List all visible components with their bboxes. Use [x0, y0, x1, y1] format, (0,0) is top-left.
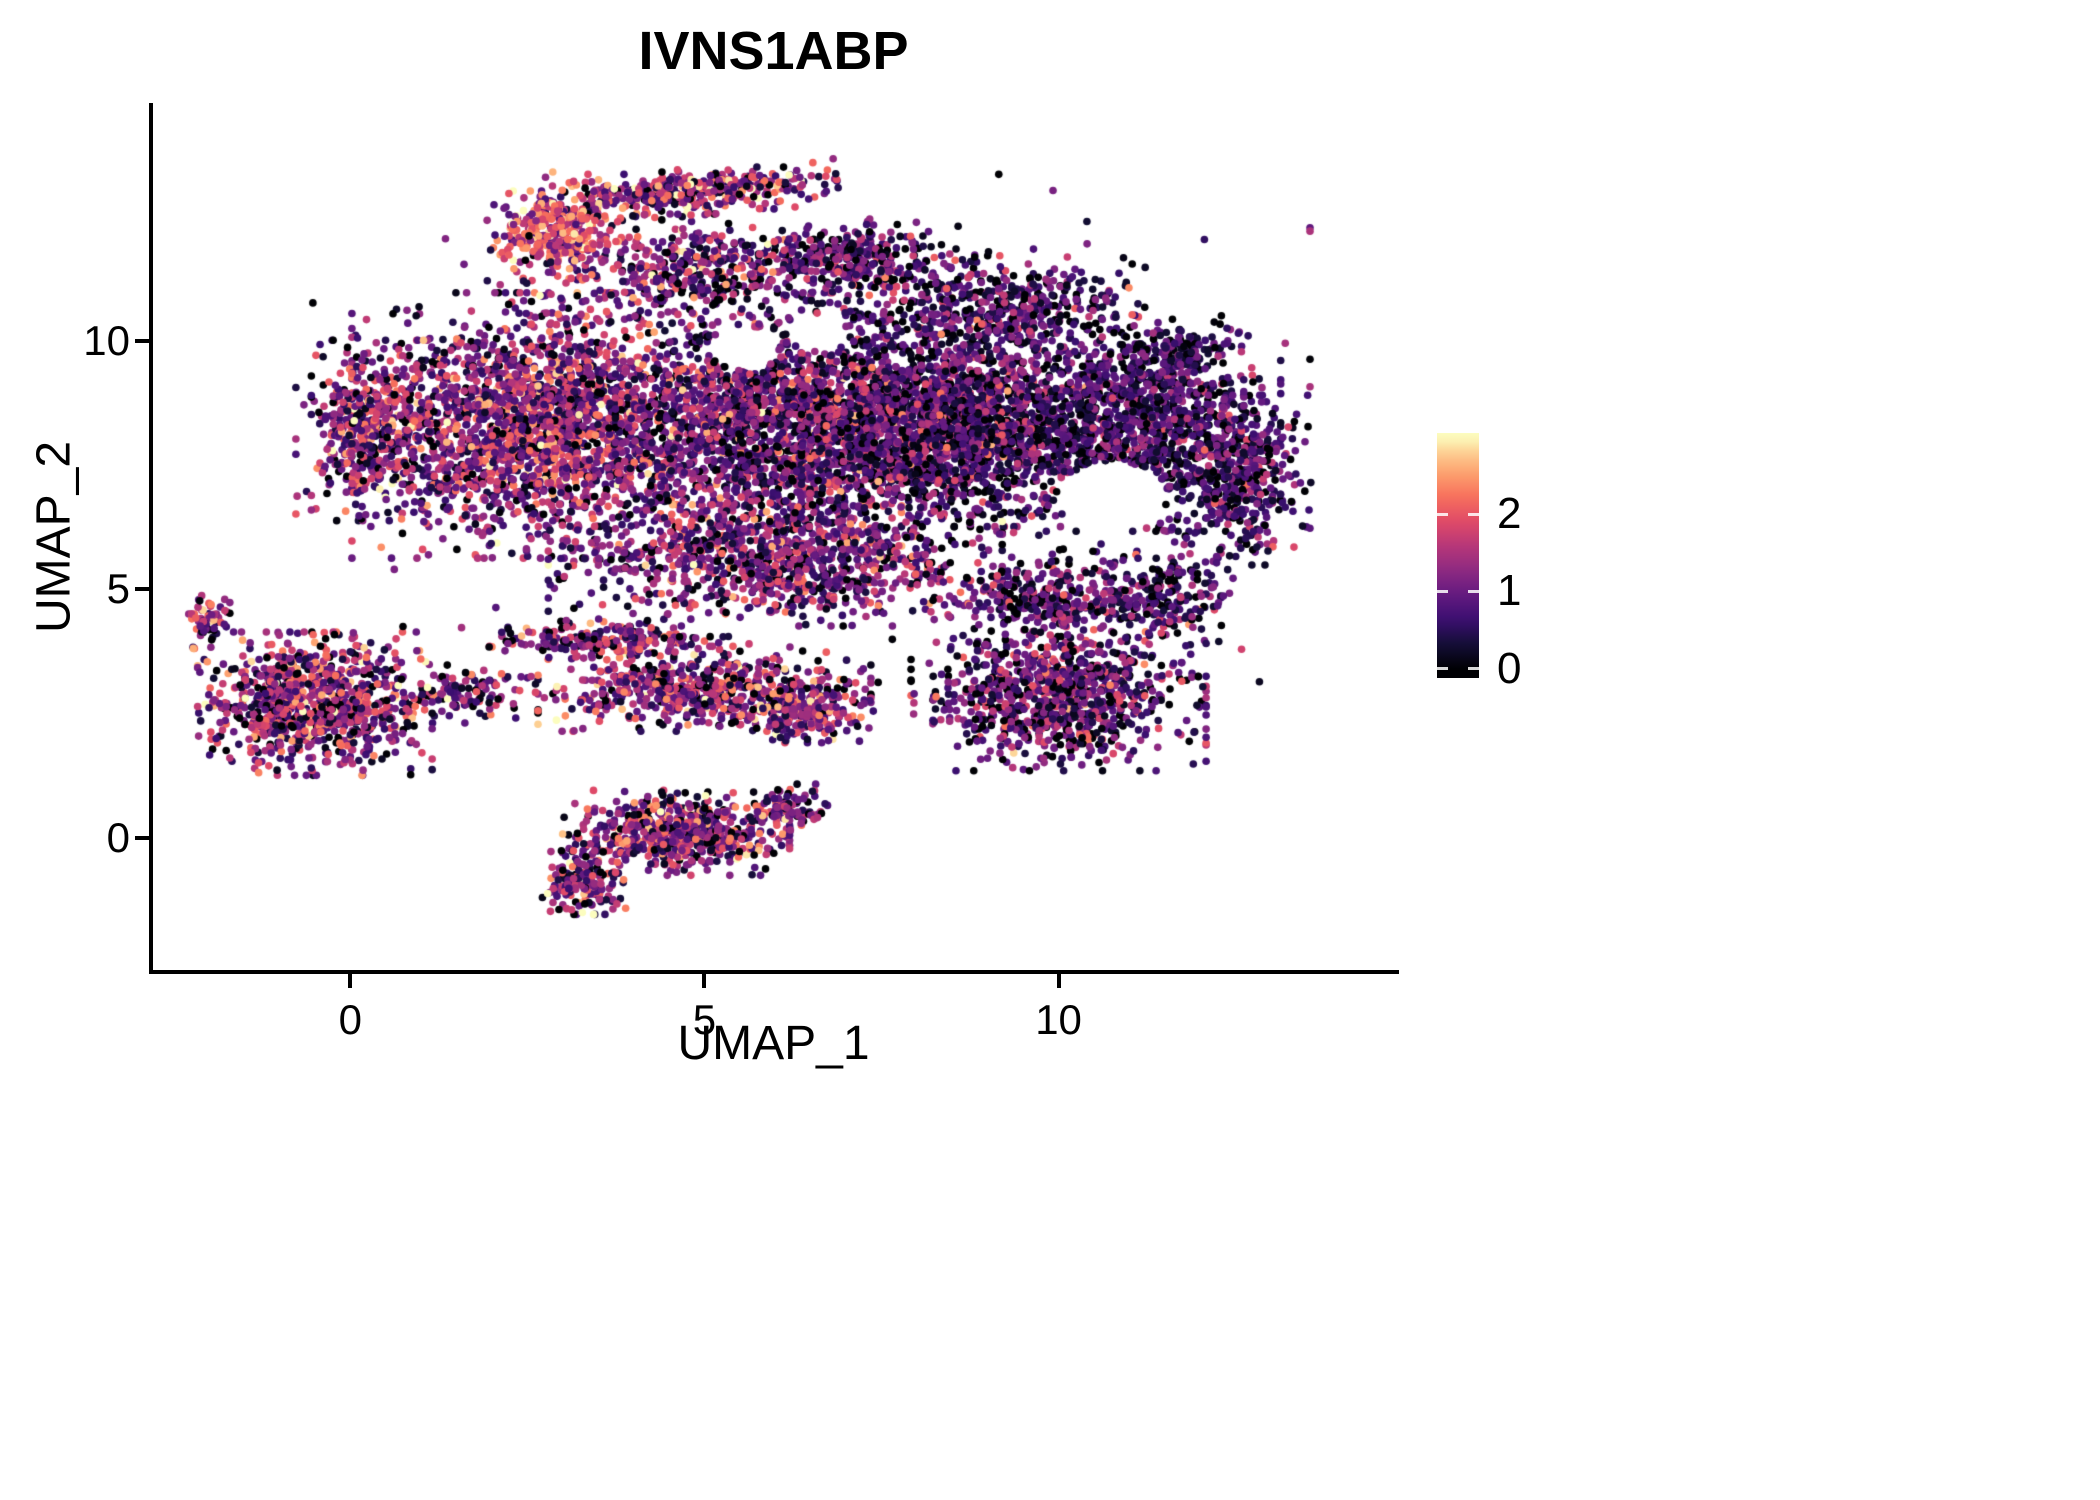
- y-tick-label: 10: [83, 316, 130, 364]
- colorbar-tick-mark: [1437, 589, 1448, 593]
- chart-title: IVNS1ABP: [638, 21, 909, 81]
- y-tick-mark: [135, 587, 149, 592]
- x-tick-label: 5: [692, 996, 717, 1043]
- x-axis-line: [149, 970, 1399, 974]
- y-tick-mark: [135, 338, 149, 343]
- x-tick-mark: [348, 974, 353, 988]
- y-tick-label: 0: [106, 813, 130, 861]
- x-axis-label: UMAP_1: [677, 1017, 870, 1070]
- colorbar-tick-mark: [1437, 667, 1448, 671]
- colorbar-tick-label: 2: [1497, 489, 1522, 539]
- colorbar-tick-mark: [1437, 512, 1448, 516]
- colorbar-tick-mark: [1468, 667, 1479, 671]
- y-tick-label: 5: [106, 565, 130, 613]
- x-tick-label: 0: [338, 996, 362, 1043]
- colorbar-tick-label: 1: [1497, 566, 1522, 616]
- y-tick-mark: [135, 835, 149, 840]
- colorbar-tick-mark: [1468, 512, 1479, 516]
- colorbar-tick-mark: [1468, 589, 1479, 593]
- x-tick-mark: [702, 974, 707, 988]
- x-tick-label: 10: [1035, 996, 1082, 1043]
- colorbar-gradient: [1437, 433, 1479, 678]
- x-tick-mark: [1056, 974, 1061, 988]
- colorbar-tick-label: 0: [1497, 643, 1522, 693]
- y-axis-line: [149, 103, 153, 974]
